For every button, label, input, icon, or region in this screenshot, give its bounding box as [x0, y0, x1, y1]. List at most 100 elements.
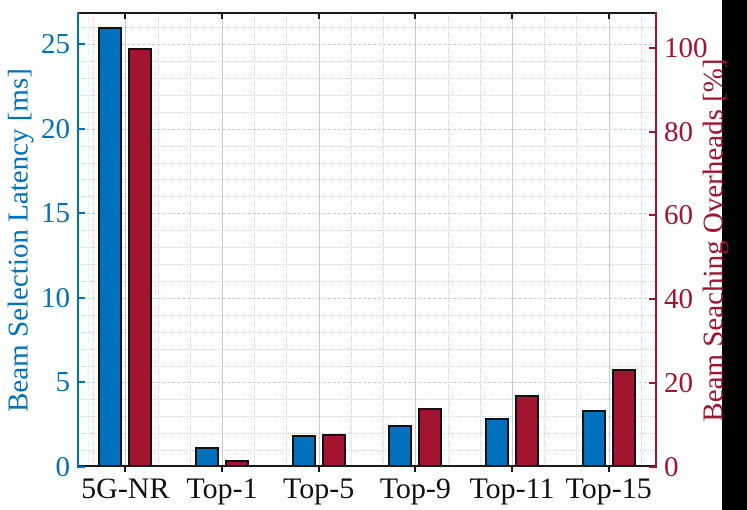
major-gridline-horizontal [77, 297, 657, 299]
right-tick-label: 80 [664, 115, 693, 148]
left-axis-tick [77, 212, 85, 215]
left-tick-label: 15 [41, 197, 70, 230]
category-label-Top-5: Top-5 [283, 472, 355, 505]
right-tick-label: 100 [664, 31, 708, 64]
major-gridline-horizontal [77, 382, 657, 384]
right-axis-tick [649, 298, 657, 301]
minor-gridline-horizontal [77, 94, 657, 96]
minor-gridline-vertical [254, 12, 256, 467]
minor-gridline-horizontal [77, 27, 657, 29]
category-label-Top-15: Top-15 [565, 472, 652, 505]
major-gridline-vertical [415, 12, 417, 467]
left-tick-label: 5 [55, 366, 71, 399]
right-axis-tick [649, 46, 657, 49]
top-axis-tick [221, 12, 223, 19]
bottom-axis-tick [511, 467, 513, 472]
minor-gridline-vertical [286, 12, 288, 467]
category-label-Top-11: Top-11 [469, 472, 555, 505]
minor-gridline-horizontal [77, 196, 657, 198]
minor-gridline-vertical [350, 12, 352, 467]
latency-bar-5G-NR [98, 27, 123, 467]
top-axis-tick [414, 12, 417, 19]
top-axis-tick [124, 12, 127, 19]
bottom-spine [77, 465, 657, 467]
right-axis-tick [649, 214, 657, 217]
minor-gridline-vertical [93, 12, 95, 467]
left-axis-tick [77, 127, 85, 130]
minor-gridline-horizontal [77, 230, 657, 232]
overhead-bar-Top-5 [321, 434, 346, 467]
minor-gridline-vertical [383, 12, 385, 467]
left-tick-label: 0 [55, 451, 71, 483]
minor-gridline-horizontal [77, 61, 657, 63]
overhead-bar-Top-15 [611, 368, 636, 467]
minor-gridline-horizontal [77, 433, 657, 435]
minor-gridline-horizontal [77, 145, 657, 147]
major-gridline-horizontal [77, 128, 657, 130]
bottom-axis-tick [317, 467, 320, 472]
left-axis-tick [77, 381, 85, 384]
minor-gridline-horizontal [77, 416, 657, 418]
left-tick-label: 10 [41, 281, 70, 314]
right-black-strip [722, 0, 747, 510]
top-axis-tick [511, 12, 513, 19]
major-gridline-horizontal [77, 213, 657, 215]
minor-gridline-horizontal [77, 247, 657, 249]
left-spine [77, 12, 79, 467]
left-tick-label: 20 [41, 112, 70, 145]
minor-gridline-horizontal [77, 450, 657, 452]
minor-gridline-vertical [576, 12, 578, 467]
category-label-Top-1: Top-1 [186, 472, 258, 505]
minor-gridline-horizontal [77, 399, 657, 401]
bottom-axis-tick [124, 467, 127, 472]
latency-bar-Top-11 [485, 417, 509, 467]
top-axis-tick [317, 12, 320, 19]
left-tick-label: 25 [41, 28, 70, 61]
minor-gridline-horizontal [77, 77, 657, 79]
minor-gridline-horizontal [77, 280, 657, 282]
minor-gridline-vertical [447, 12, 449, 467]
right-spine [655, 12, 657, 467]
right-axis-tick [649, 382, 657, 385]
right-tick-label: 20 [664, 367, 693, 400]
major-gridline-vertical [318, 12, 320, 467]
minor-gridline-vertical [189, 12, 191, 467]
major-gridline-vertical [608, 12, 610, 467]
minor-gridline-horizontal [77, 348, 657, 350]
minor-gridline-vertical [544, 12, 546, 467]
minor-gridline-horizontal [77, 179, 657, 181]
major-gridline-vertical [222, 12, 223, 467]
right-axis-tick [649, 130, 657, 133]
minor-gridline-horizontal [77, 264, 657, 266]
plot-area [77, 12, 657, 472]
left-axis-tick [77, 43, 85, 46]
right-tick-label: 40 [664, 283, 693, 316]
major-gridline-vertical [512, 12, 513, 467]
category-label-Top-9: Top-9 [379, 472, 451, 505]
minor-gridline-vertical [479, 12, 481, 467]
left-axis-tick [77, 466, 85, 468]
major-gridline-horizontal [77, 44, 657, 46]
bottom-axis-tick [414, 467, 417, 472]
right-axis-tick [649, 466, 657, 468]
overhead-bar-Top-11 [515, 394, 539, 467]
latency-bar-Top-1 [195, 446, 219, 467]
minor-gridline-horizontal [77, 111, 657, 113]
left-axis-tick [77, 296, 85, 299]
top-axis-tick [607, 12, 610, 19]
minor-gridline-horizontal [77, 331, 657, 333]
bottom-axis-tick [221, 467, 223, 472]
right-tick-label: 0 [664, 451, 679, 483]
top-spine [77, 12, 657, 14]
overhead-bar-Top-9 [418, 407, 443, 467]
latency-bar-Top-15 [581, 409, 606, 467]
minor-gridline-horizontal [77, 162, 657, 164]
minor-gridline-vertical [157, 12, 159, 467]
category-label-5G-NR: 5G-NR [81, 472, 170, 505]
right-tick-label: 60 [664, 199, 693, 232]
minor-gridline-horizontal [77, 314, 657, 316]
minor-gridline-horizontal [77, 365, 657, 367]
right-axis-title-text: Beam Seaching Overheads [%] [697, 58, 730, 422]
minor-gridline-vertical [640, 12, 642, 467]
